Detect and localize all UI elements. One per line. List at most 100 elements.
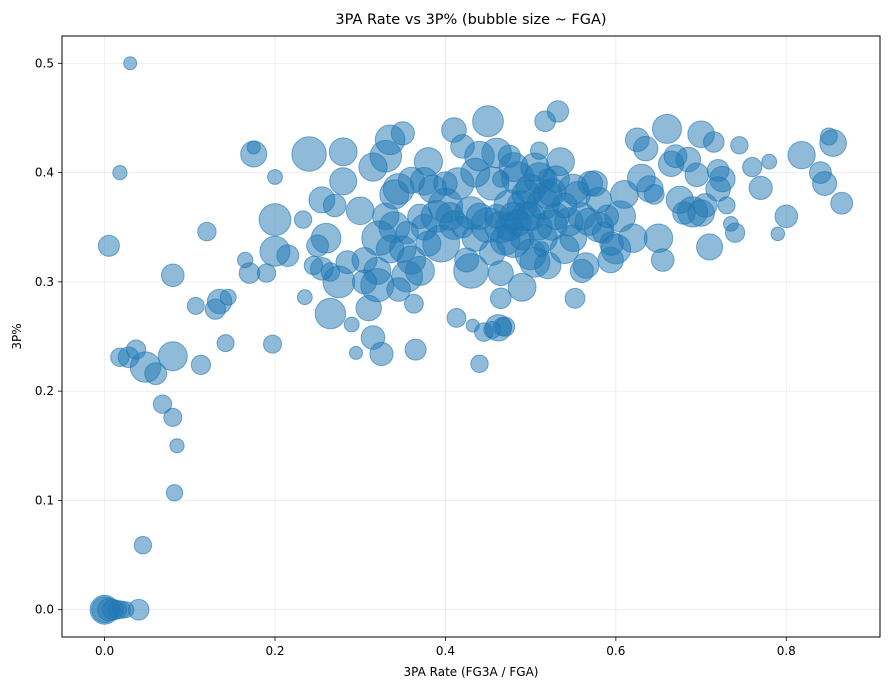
- data-point: [703, 131, 725, 153]
- data-point: [819, 127, 838, 146]
- data-point: [246, 140, 261, 155]
- data-point: [355, 294, 382, 322]
- data-point: [663, 144, 688, 169]
- points-layer: [89, 56, 854, 625]
- data-point: [163, 407, 183, 427]
- x-tick-label: 0.4: [436, 644, 455, 658]
- data-point: [117, 601, 135, 619]
- chart-title: 3PA Rate vs 3P% (bubble size ~ FGA): [335, 12, 606, 28]
- data-point: [397, 166, 425, 194]
- data-point: [157, 341, 188, 372]
- data-point: [219, 288, 237, 306]
- data-point: [472, 105, 504, 138]
- x-tick-label: 0.8: [777, 644, 796, 658]
- data-point: [386, 277, 411, 302]
- data-point: [465, 318, 480, 333]
- data-point: [569, 258, 594, 283]
- data-point: [577, 170, 604, 197]
- data-point: [433, 171, 458, 196]
- data-point: [358, 152, 388, 182]
- data-point: [484, 203, 510, 229]
- data-point: [258, 203, 292, 237]
- data-point: [349, 345, 363, 360]
- y-axis-ticks: 0.0 0.1 0.2 0.3 0.4 0.5: [35, 56, 62, 617]
- data-point: [730, 136, 749, 155]
- data-point: [144, 362, 168, 386]
- y-tick-label: 0.1: [35, 493, 54, 507]
- data-point: [165, 484, 184, 502]
- data-point: [404, 338, 427, 361]
- data-point: [706, 159, 730, 182]
- data-point: [454, 247, 480, 273]
- data-point: [152, 394, 173, 414]
- data-point: [123, 56, 138, 71]
- data-point: [322, 193, 347, 218]
- data-point: [161, 263, 185, 288]
- x-axis-label: 3PA Rate (FG3A / FGA): [404, 665, 539, 679]
- data-point: [335, 250, 360, 275]
- data-point: [293, 210, 313, 229]
- data-point: [761, 153, 778, 170]
- data-point: [237, 251, 254, 269]
- data-point: [306, 234, 330, 258]
- y-tick-label: 0.2: [35, 384, 54, 398]
- data-point: [369, 341, 394, 367]
- data-point: [591, 221, 615, 244]
- data-point: [809, 161, 832, 185]
- data-point: [672, 201, 696, 225]
- data-point: [684, 162, 710, 188]
- data-point: [693, 193, 718, 218]
- data-point: [190, 354, 211, 375]
- y-tick-label: 0.0: [35, 603, 54, 617]
- data-point: [303, 255, 324, 276]
- data-point: [624, 127, 650, 153]
- data-point: [450, 134, 475, 159]
- data-point: [774, 204, 799, 229]
- x-axis-ticks: 0.0 0.2 0.4 0.6 0.8: [95, 637, 796, 658]
- data-point: [343, 316, 360, 333]
- data-point: [256, 263, 277, 283]
- data-point: [263, 334, 282, 354]
- data-point: [696, 233, 724, 261]
- x-tick-label: 0.2: [265, 644, 284, 658]
- data-point: [291, 136, 327, 172]
- data-point: [276, 244, 300, 268]
- data-point: [460, 157, 491, 188]
- data-point: [296, 289, 313, 306]
- data-point: [509, 225, 535, 251]
- data-point: [320, 262, 341, 282]
- data-point: [451, 216, 474, 239]
- data-point: [650, 248, 675, 272]
- data-point: [112, 165, 128, 181]
- x-tick-label: 0.6: [606, 644, 625, 658]
- data-point: [372, 202, 400, 231]
- data-point: [314, 297, 347, 330]
- data-point: [533, 241, 550, 258]
- data-point: [110, 347, 130, 367]
- data-point: [216, 334, 235, 353]
- data-point: [652, 113, 682, 144]
- data-point: [530, 141, 549, 160]
- data-point: [830, 191, 854, 215]
- data-point: [497, 144, 521, 168]
- data-point: [126, 339, 147, 360]
- data-point: [186, 296, 205, 315]
- data-point: [551, 192, 578, 219]
- data-point: [487, 260, 514, 287]
- data-point: [133, 536, 153, 555]
- data-point: [559, 224, 588, 252]
- data-point: [470, 354, 489, 373]
- data-point: [390, 121, 415, 146]
- data-point: [742, 157, 763, 178]
- data-point: [267, 169, 283, 185]
- data-point: [446, 308, 467, 328]
- data-point: [407, 203, 433, 230]
- y-tick-label: 0.5: [35, 56, 54, 70]
- data-point: [490, 287, 512, 310]
- data-point: [643, 184, 665, 205]
- data-point: [564, 287, 586, 309]
- y-tick-label: 0.3: [35, 275, 54, 289]
- data-point: [395, 220, 419, 245]
- data-point: [643, 223, 674, 253]
